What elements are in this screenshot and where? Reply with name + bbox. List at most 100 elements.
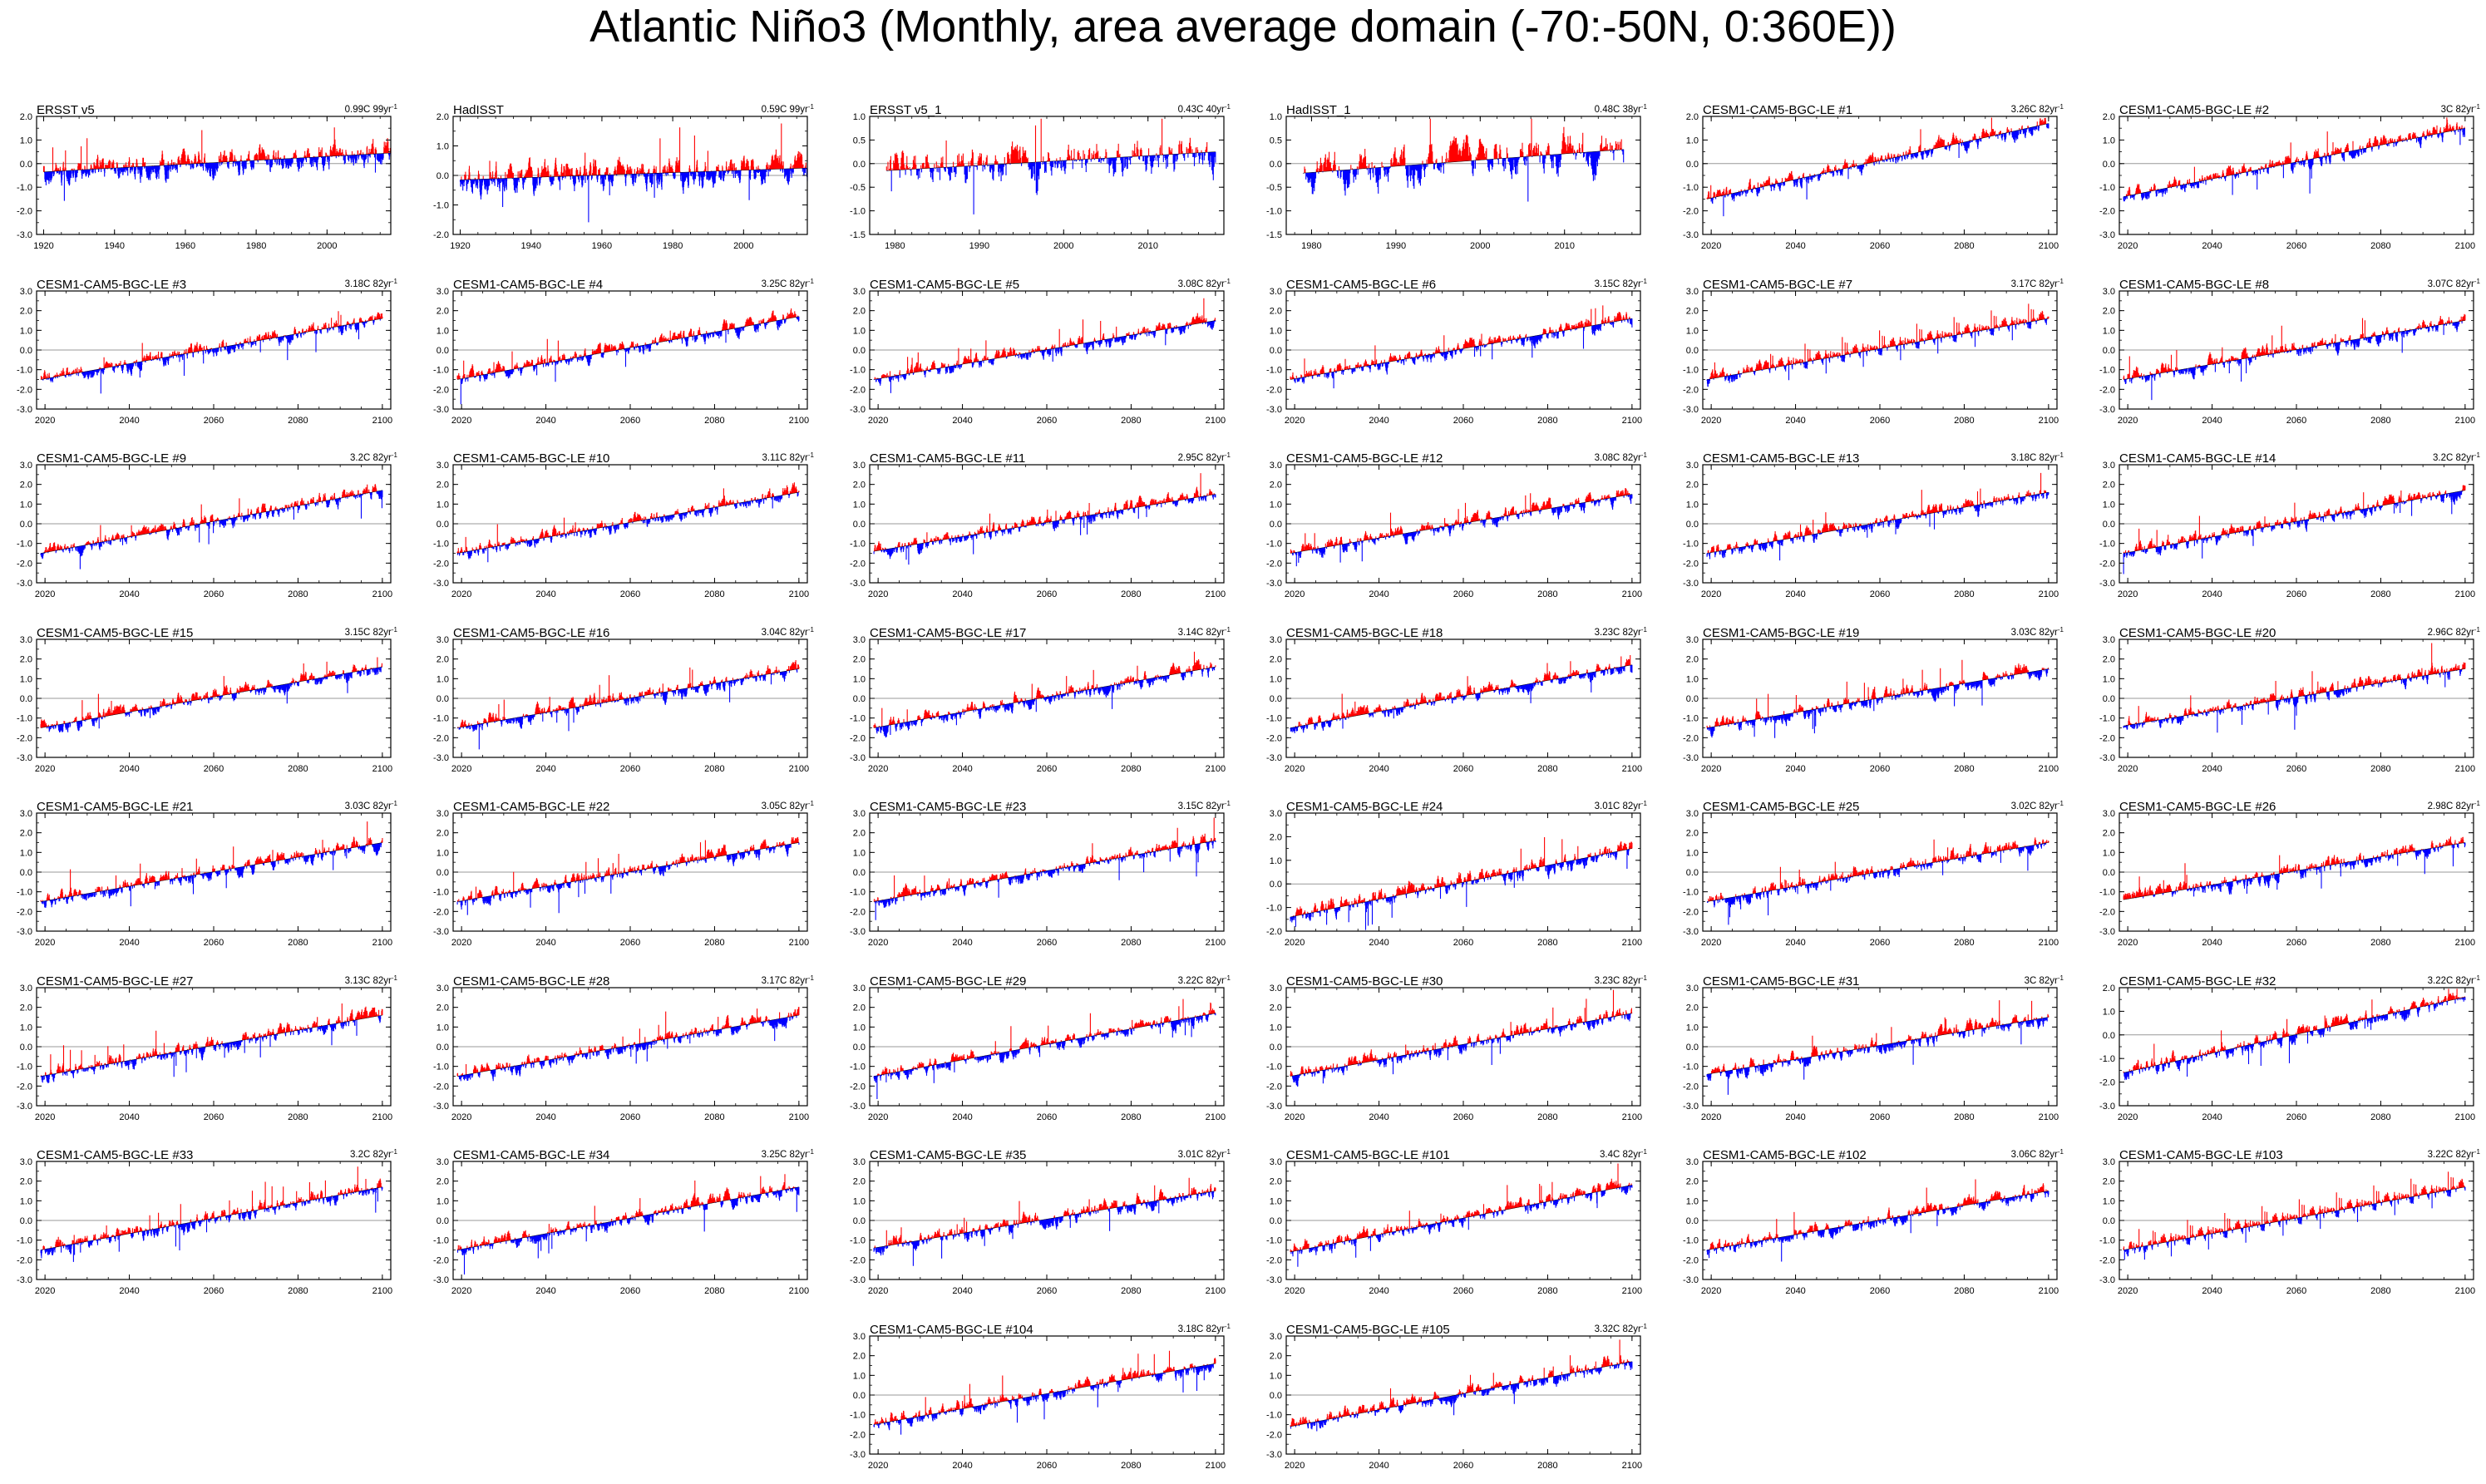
y-tick-label: 2.0 bbox=[2103, 306, 2115, 316]
y-tick-label: -3.0 bbox=[17, 753, 32, 763]
x-tick-label: 2100 bbox=[789, 416, 809, 426]
x-tick-label: 2100 bbox=[1622, 938, 1642, 948]
y-tick-label: -1.0 bbox=[1683, 540, 1699, 550]
y-tick-label: 0.0 bbox=[853, 1216, 866, 1226]
y-tick-label: 0.0 bbox=[2103, 694, 2115, 704]
y-tick-label: -1.0 bbox=[433, 1062, 449, 1072]
y-tick-label: -1.0 bbox=[1683, 888, 1699, 898]
y-tick-label: 3.0 bbox=[853, 461, 866, 471]
chart-panel: 3.0 2.0 1.0 0.0 -1.0 -2.0 -3.0 2020 2040 2060 2080… bbox=[2083, 790, 2486, 960]
x-tick-label: 2020 bbox=[451, 416, 471, 426]
y-tick-label: 1.0 bbox=[20, 848, 32, 858]
panel-title: CESM1-CAM5-BGC-LE #16 bbox=[453, 625, 610, 640]
chart-panel: 3.0 2.0 1.0 0.0 -1.0 -2.0 -3.0 2020 2040 2060 2080… bbox=[417, 268, 832, 438]
x-tick-label: 2080 bbox=[1954, 589, 1974, 599]
trend-line bbox=[457, 1014, 799, 1077]
x-tick-label: 2020 bbox=[1285, 589, 1305, 599]
positive-anomaly-area bbox=[40, 1003, 383, 1076]
panel-title: CESM1-CAM5-BGC-LE #5 bbox=[870, 277, 1020, 292]
negative-anomaly-area bbox=[40, 1186, 383, 1262]
y-tick-label: 1.0 bbox=[1686, 1196, 1699, 1206]
x-tick-label: 2060 bbox=[204, 589, 224, 599]
trend-value: 3.03C 82yr bbox=[2010, 627, 2058, 638]
y-tick-label: -1.0 bbox=[1266, 904, 1282, 914]
positive-anomaly-area bbox=[1707, 472, 2047, 554]
y-tick-label: 3.0 bbox=[20, 1157, 32, 1167]
x-tick-label: 2020 bbox=[868, 938, 888, 948]
panel-title: CESM1-CAM5-BGC-LE #23 bbox=[870, 800, 1027, 814]
chart-panel: 3.0 2.0 1.0 0.0 -1.0 -2.0 -3.0 2020 2040 2060 2080… bbox=[833, 790, 1249, 960]
trend-exponent: -1 bbox=[2474, 1148, 2480, 1156]
x-tick-label: 2060 bbox=[1453, 1286, 1473, 1296]
trend-exponent: -1 bbox=[1224, 625, 1231, 634]
x-tick-label: 2080 bbox=[704, 764, 724, 774]
x-tick-label: 2060 bbox=[620, 938, 640, 948]
y-tick-label: 3.0 bbox=[437, 635, 449, 645]
y-tick-label: 3.0 bbox=[437, 287, 449, 297]
y-tick-label: 1.0 bbox=[20, 136, 32, 145]
x-tick-label: 2020 bbox=[2118, 1286, 2138, 1296]
trend-label: 3.25C 82yr-1 bbox=[762, 276, 814, 290]
trend-exponent: -1 bbox=[1640, 974, 1647, 982]
trend-line bbox=[1290, 1361, 1632, 1427]
y-tick-label: 0.0 bbox=[853, 868, 866, 878]
y-tick-label: -3.0 bbox=[850, 405, 866, 415]
trend-exponent: -1 bbox=[2474, 103, 2480, 111]
x-tick-label: 2060 bbox=[2286, 764, 2306, 774]
y-tick-label: 1.0 bbox=[853, 1023, 866, 1033]
trend-line bbox=[874, 1363, 1216, 1425]
trend-exponent: -1 bbox=[2057, 103, 2064, 111]
trend-line bbox=[43, 152, 392, 172]
x-tick-label: 2080 bbox=[2370, 764, 2390, 774]
y-tick-label: -1.0 bbox=[1266, 207, 1282, 217]
y-tick-label: 0.0 bbox=[20, 1216, 32, 1226]
x-tick-label: 2040 bbox=[1785, 1286, 1805, 1296]
x-tick-label: 2020 bbox=[1701, 416, 1721, 426]
trend-value: 0.43C 40yr bbox=[1177, 105, 1225, 115]
y-tick-label: 2.0 bbox=[20, 112, 32, 122]
positive-anomaly-area bbox=[874, 1177, 1216, 1248]
chart-panel: 3.0 2.0 1.0 0.0 -1.0 -2.0 -3.0 2020 2040 2060 2080… bbox=[833, 964, 1249, 1135]
x-tick-label: 2080 bbox=[1121, 764, 1141, 774]
y-tick-label: -1.0 bbox=[2099, 540, 2115, 550]
trend-value: 2.96C 82yr bbox=[2427, 627, 2474, 638]
y-tick-label: -1.0 bbox=[433, 365, 449, 375]
x-tick-label: 2080 bbox=[1121, 938, 1141, 948]
chart-panel: 3.0 2.0 1.0 0.0 -1.0 -2.0 -3.0 2020 2040 2060 2080… bbox=[1250, 964, 1665, 1135]
x-tick-label: 1980 bbox=[246, 241, 266, 251]
negative-anomaly-area bbox=[1290, 1185, 1633, 1267]
y-tick-label: 1.0 bbox=[1270, 1371, 1282, 1381]
y-tick-label: -2.0 bbox=[433, 733, 449, 743]
y-tick-label: 0.0 bbox=[1686, 868, 1699, 878]
x-tick-label: 2020 bbox=[2118, 938, 2138, 948]
y-tick-label: -1.0 bbox=[850, 888, 866, 898]
y-tick-label: 0.0 bbox=[1686, 1043, 1699, 1053]
x-tick-label: 2040 bbox=[2202, 589, 2222, 599]
trend-label: 2.98C 82yr-1 bbox=[2428, 798, 2480, 812]
x-tick-label: 2020 bbox=[2118, 764, 2138, 774]
x-tick-label: 2100 bbox=[2039, 241, 2059, 251]
x-tick-label: 2020 bbox=[2118, 589, 2138, 599]
trend-exponent: -1 bbox=[2057, 451, 2064, 459]
x-tick-label: 2080 bbox=[704, 1286, 724, 1296]
x-tick-label: 2080 bbox=[288, 938, 308, 948]
trend-exponent: -1 bbox=[2474, 974, 2480, 982]
y-tick-label: 2.0 bbox=[853, 654, 866, 664]
panel-title: CESM1-CAM5-BGC-LE #102 bbox=[1703, 1148, 1867, 1162]
trend-line bbox=[1290, 494, 1632, 554]
x-tick-label: 2020 bbox=[868, 589, 888, 599]
x-tick-label: 2060 bbox=[1037, 1286, 1057, 1296]
trend-value: 3.23C 82yr bbox=[1594, 627, 1641, 638]
y-tick-label: -3.0 bbox=[433, 1102, 449, 1112]
x-tick-label: 2100 bbox=[1206, 764, 1226, 774]
trend-line bbox=[1303, 149, 1624, 174]
trend-line bbox=[1290, 318, 1632, 380]
y-tick-label: 2.0 bbox=[2103, 829, 2115, 839]
y-tick-label: 1.0 bbox=[853, 848, 866, 858]
trend-line bbox=[457, 1186, 799, 1250]
